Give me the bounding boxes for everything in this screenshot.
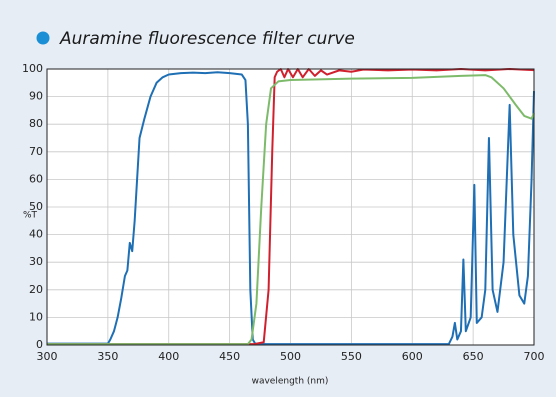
y-tick-label: 40 [29,228,43,241]
y-tick-label: 30 [29,255,43,268]
y-tick-label: 10 [29,310,43,323]
y-tick-label: 90 [29,90,43,103]
x-tick-label: 550 [341,350,362,363]
y-tick-label: 50 [29,200,43,213]
y-tick-label: 60 [29,172,43,185]
y-tick-label: 0 [36,338,43,351]
x-tick-label: 400 [158,350,179,363]
y-tick-label: 100 [22,62,43,75]
x-tick-label: 500 [280,350,301,363]
series-line [47,74,535,346]
y-axis-label: %T [23,211,38,221]
x-tick-label: 350 [97,350,118,363]
title-dot [36,31,50,45]
x-tick-label: 300 [37,350,58,363]
x-axis-label: wavelength (nm) [252,377,329,387]
chart-title: Auramine fluorescence filter curve [59,29,355,49]
x-tick-label: 450 [219,350,240,363]
x-tick-label: 600 [402,350,423,363]
y-tick-label: 20 [29,283,43,296]
series-line [47,71,535,346]
x-tick-label: 700 [524,350,545,363]
y-tick-label: 80 [29,117,43,130]
x-tick-label: 650 [463,350,484,363]
y-tick-label: 70 [29,145,43,158]
plot-frame [46,68,535,346]
